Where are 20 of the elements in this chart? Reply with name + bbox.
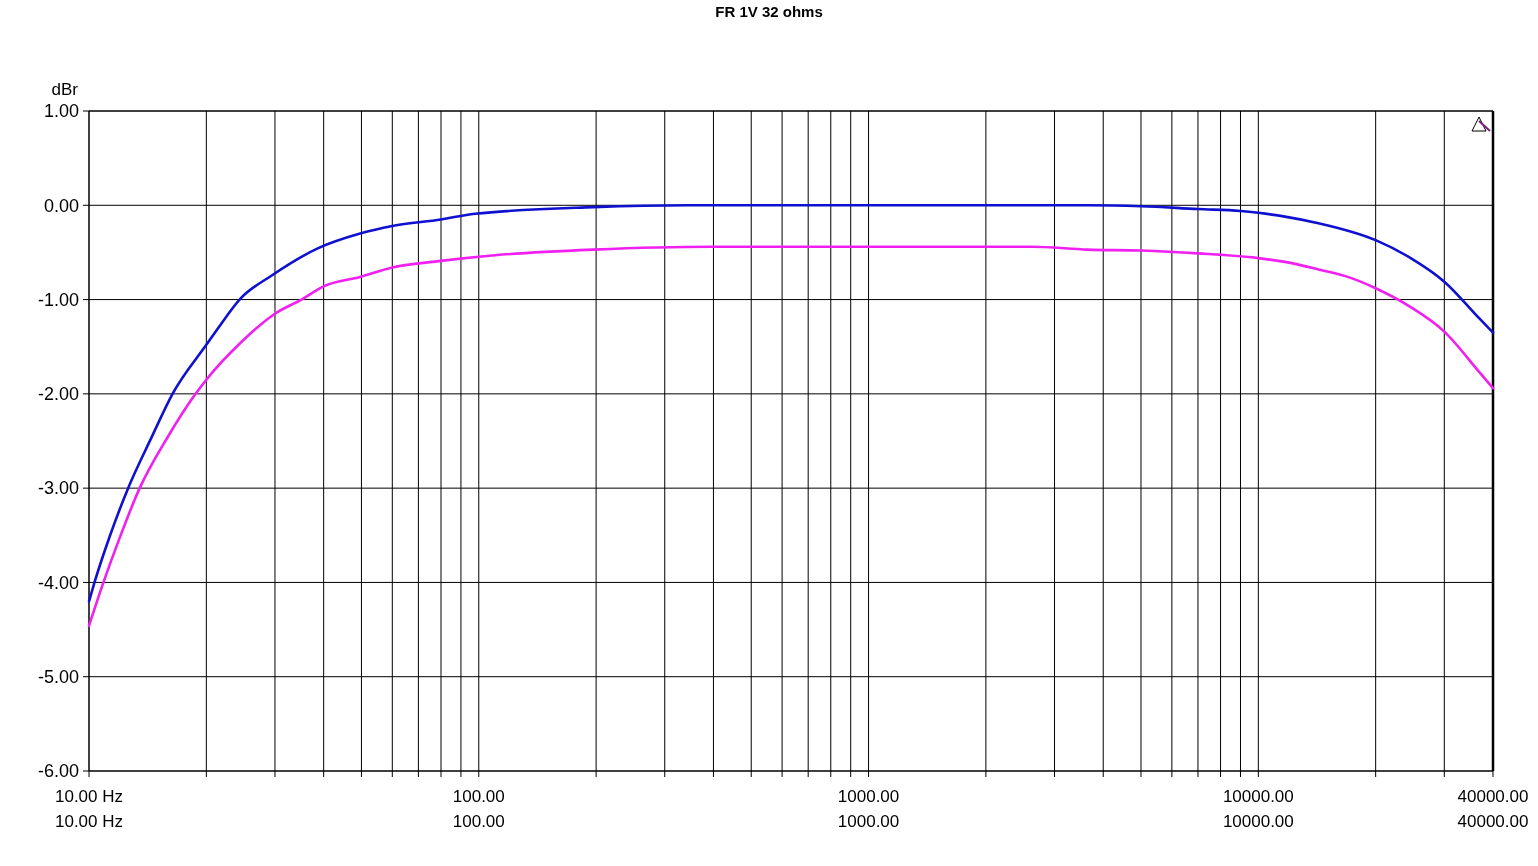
y-tick-label: -6.00 xyxy=(37,761,79,782)
y-tick-label: -4.00 xyxy=(37,572,79,593)
text: 40000.00 xyxy=(1457,812,1529,831)
y-axis-title: dBr xyxy=(51,80,79,99)
y-tick-label: -5.00 xyxy=(37,667,79,688)
text: 100.00 xyxy=(452,812,505,831)
y-tick-label: 0.00 xyxy=(43,195,79,216)
y-tick-label: -1.00 xyxy=(37,289,79,310)
text: 10.00 Hz xyxy=(54,812,124,831)
y-tick-label: 1.00 xyxy=(43,101,79,122)
x-tick-label: 10000.00 xyxy=(1222,787,1294,806)
text: 10000.00 xyxy=(1222,812,1294,831)
x-tick-label: 100.00 xyxy=(452,787,505,806)
y-tick-label: -2.00 xyxy=(37,384,79,405)
x-tick-label: 10.00 Hz xyxy=(54,787,124,806)
text: 1000.00 xyxy=(837,812,900,831)
x-tick-label: 1000.00 xyxy=(837,787,900,806)
y-tick-label: -3.00 xyxy=(37,478,79,499)
chart-title: FR 1V 32 ohms xyxy=(715,3,823,20)
x-tick-label: 40000.00 xyxy=(1457,787,1529,806)
